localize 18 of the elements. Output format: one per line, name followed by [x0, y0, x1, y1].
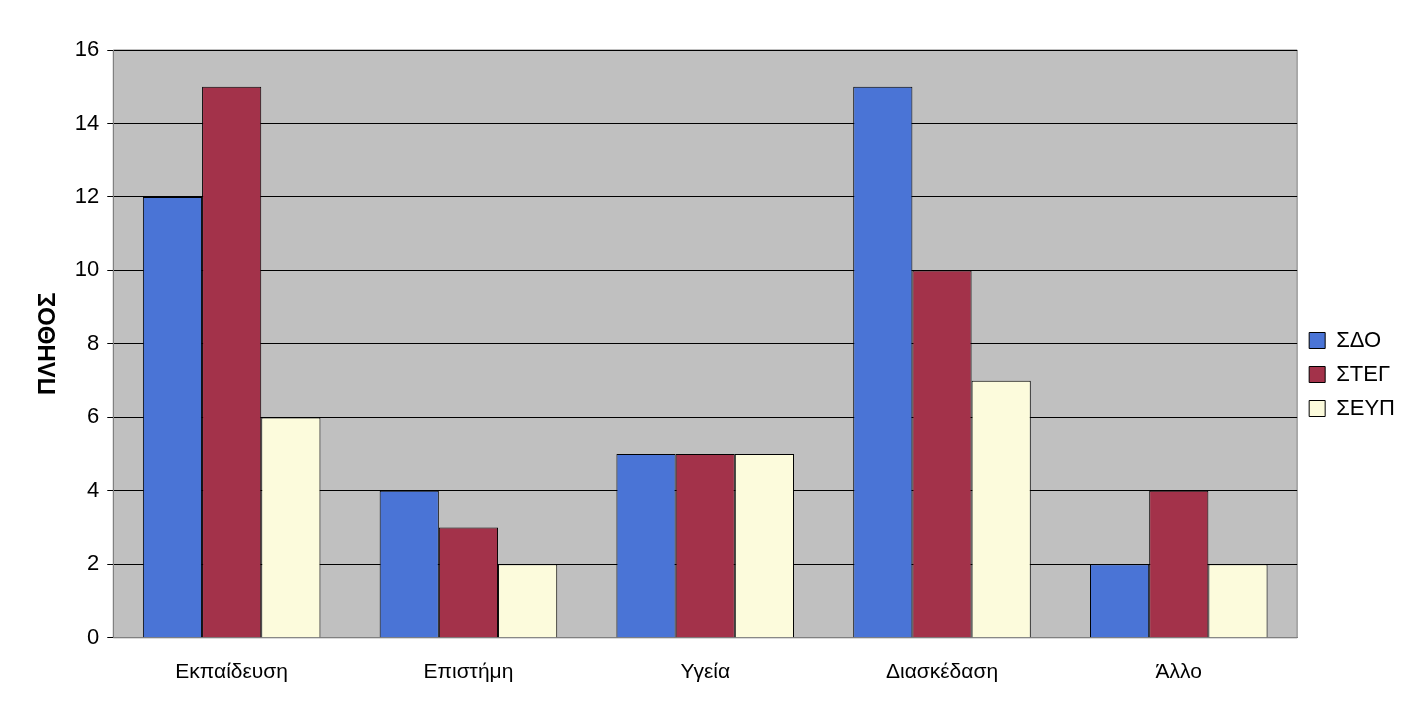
- y-tick-label: 4: [87, 476, 100, 502]
- y-tick-label: 8: [87, 329, 100, 355]
- y-tick-label: 14: [74, 109, 100, 135]
- y-tick-label: 16: [74, 36, 100, 62]
- y-tick-label: 12: [74, 183, 100, 209]
- x-tick-label: Διασκέδαση: [885, 659, 999, 683]
- y-tick-label: 6: [87, 403, 100, 429]
- y-tick-label: 2: [87, 550, 100, 576]
- legend-label: ΣΔΟ: [1336, 326, 1382, 352]
- legend-label: ΣΕΥΠ: [1336, 394, 1396, 420]
- legend-label: ΣΤΕΓ: [1336, 360, 1391, 386]
- x-tick-label: Επιστήμη: [423, 659, 514, 683]
- y-tick-label: 0: [87, 623, 100, 649]
- y-axis-title: ΠΛΗΘΟΣ: [33, 292, 61, 396]
- y-tick-label: 10: [74, 256, 100, 282]
- x-tick-label: Άλλο: [1155, 659, 1202, 683]
- x-tick-label: Υγεία: [680, 659, 731, 683]
- x-tick-label: Εκπαίδευση: [175, 659, 288, 683]
